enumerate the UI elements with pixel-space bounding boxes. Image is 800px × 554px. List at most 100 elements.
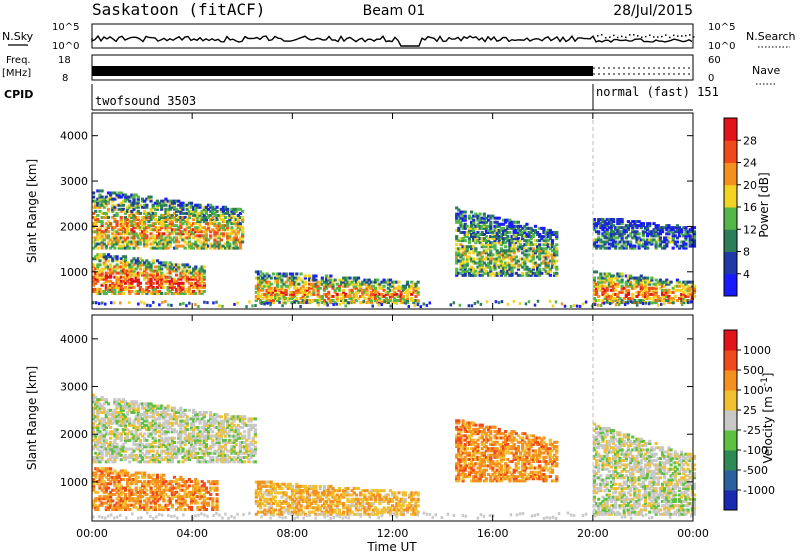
nsearch-dot <box>669 36 671 39</box>
ytick-label-0: 1000 <box>60 266 88 279</box>
nsearch-dot <box>645 35 647 38</box>
colorbar-tick-label-4: 20 <box>743 179 757 192</box>
colorbar-swatch-1 <box>724 470 737 491</box>
colorbar-swatch-8 <box>724 330 737 351</box>
near-range-scatter <box>92 511 693 521</box>
colorbar-swatch-0 <box>724 490 737 511</box>
colorbar-swatch-4 <box>724 410 737 431</box>
nsearch-dot <box>673 34 675 37</box>
xtick-label-1: 04:00 <box>176 527 208 540</box>
colorbar-swatch-2 <box>724 229 737 252</box>
nsearch-dot <box>597 35 599 37</box>
colorbar-swatch-0 <box>724 273 737 297</box>
colorbar-tick-label-1: 500 <box>743 364 764 377</box>
nsearch-dot <box>629 34 631 36</box>
nsearch-dot <box>593 36 595 39</box>
nsearch-dot <box>653 36 655 38</box>
nsky-tick-bottom: 10^0 <box>52 41 79 52</box>
nave-tick-bottom: 0 <box>708 73 714 84</box>
colorbar-tick-label-6: 28 <box>743 134 757 147</box>
velocity-xlabel: Time UT <box>366 540 417 554</box>
nsearch-dot <box>621 35 623 38</box>
velocity-echoes <box>92 393 697 521</box>
echo-region-5 <box>592 270 697 305</box>
colorbar-tick-label-2: 12 <box>743 223 757 236</box>
colorbar-swatch-7 <box>724 118 737 141</box>
nsearch-dot <box>617 36 619 39</box>
nsearch-tick-bottom: 10^0 <box>708 41 735 52</box>
colorbar-swatch-5 <box>724 390 737 411</box>
echo-region-2 <box>254 480 420 516</box>
colorbar-swatch-3 <box>724 207 737 230</box>
ytick-label-1: 2000 <box>60 220 88 233</box>
colorbar-tick-label-5: -100 <box>743 444 768 457</box>
colorbar-swatch-6 <box>724 140 737 163</box>
nsearch-dot <box>609 36 611 38</box>
echo-region-2 <box>254 270 420 305</box>
ytick-label-3: 4000 <box>60 333 88 346</box>
nsearch-dot <box>685 34 687 37</box>
echo-region-1 <box>92 253 206 295</box>
freq-tick-bottom: 8 <box>62 73 68 84</box>
nsearch-dot <box>605 36 607 39</box>
nsearch-dot <box>613 34 615 37</box>
colorbar-tick-label-3: 16 <box>743 201 757 214</box>
date-title: 28/Jul/2015 <box>613 3 693 19</box>
xtick-label-5: 20:00 <box>577 527 609 540</box>
ytick-label-1: 2000 <box>60 428 88 441</box>
xtick-label-2: 08:00 <box>276 527 308 540</box>
ytick-label-2: 3000 <box>60 381 88 394</box>
colorbar-swatch-5 <box>724 162 737 186</box>
cpid-label: CPID <box>4 88 33 101</box>
velocity-colorbar-label-text: Velocity [m s <box>761 386 775 463</box>
nsearch-dot <box>693 36 695 38</box>
power-yticks: 1000 2000 3000 4000 <box>60 113 694 309</box>
velocity-colorbar-label: Velocity [m s-1] <box>760 373 775 464</box>
freq-strip: Freq. [MHz] 18 8 60 0 Nave <box>2 54 780 85</box>
ytick-label-2: 3000 <box>60 175 88 188</box>
nsearch-dot <box>677 35 679 37</box>
colorbar-swatch-7 <box>724 350 737 371</box>
power-panel: 1000 2000 3000 4000 Slant Range [km] 4 8 12 16… <box>25 112 771 310</box>
echo-region-0 <box>92 393 257 464</box>
colorbar-tick-label-2: 100 <box>743 384 764 397</box>
power-colorbar: 4 8 12 16 20 24 28 <box>723 117 757 297</box>
colorbar-tick-label-0: 1000 <box>743 344 771 357</box>
nsearch-dot <box>649 34 651 36</box>
nsearch-dot <box>665 34 667 36</box>
velocity-colorbar: 1000 500 100 25 -25 -100 -500 -1000 <box>723 329 775 511</box>
freq-label-line2: [MHz] <box>2 68 31 79</box>
freq-trace-solid <box>92 66 593 76</box>
velocity-yticks: 1000 2000 3000 4000 <box>60 315 694 521</box>
freq-tick-top: 18 <box>58 55 71 66</box>
nsearch-dot <box>625 36 627 39</box>
nsearch-dot <box>637 35 639 37</box>
freq-label-line1: Freq. <box>6 55 31 66</box>
xtick-label-6: 00:00 <box>677 527 709 540</box>
xtick-label-4: 16:00 <box>477 527 509 540</box>
echo-region-4 <box>592 218 697 250</box>
station-title: Saskatoon (fitACF) <box>92 0 265 19</box>
colorbar-tick-label-5: 24 <box>743 157 757 170</box>
echo-region-0 <box>92 189 245 250</box>
colorbar-tick-label-6: -500 <box>743 464 768 477</box>
beam-title: Beam 01 <box>363 3 426 19</box>
colorbar-swatch-4 <box>724 184 737 208</box>
cpid-segment-1: normal (fast) 151 <box>596 85 719 99</box>
power-ylabel: Slant Range [km] <box>25 159 39 263</box>
power-colorbar-label: Power [dB] <box>757 172 771 237</box>
xtick-label-0: 00:00 <box>76 527 108 540</box>
echo-region-3 <box>455 419 559 483</box>
ytick-label-0: 1000 <box>60 476 88 489</box>
nsearch-dot <box>633 34 635 36</box>
nsky-strip: N.Sky 10^5 10^0 10^5 10^0 N.Search <box>2 22 796 52</box>
nsky-tick-top: 10^5 <box>52 22 79 33</box>
colorbar-tick-label-3: 25 <box>743 404 757 417</box>
velocity-panel: 1000 2000 3000 4000 00:00 04:00 08:00 12:00 16:… <box>25 314 775 554</box>
xtick-label-3: 12:00 <box>377 527 409 540</box>
colorbar-swatch-2 <box>724 450 737 471</box>
echo-region-1 <box>92 467 219 512</box>
ytick-label-3: 4000 <box>60 130 88 143</box>
cpid-segment-0: twofsound 3503 <box>95 94 196 108</box>
